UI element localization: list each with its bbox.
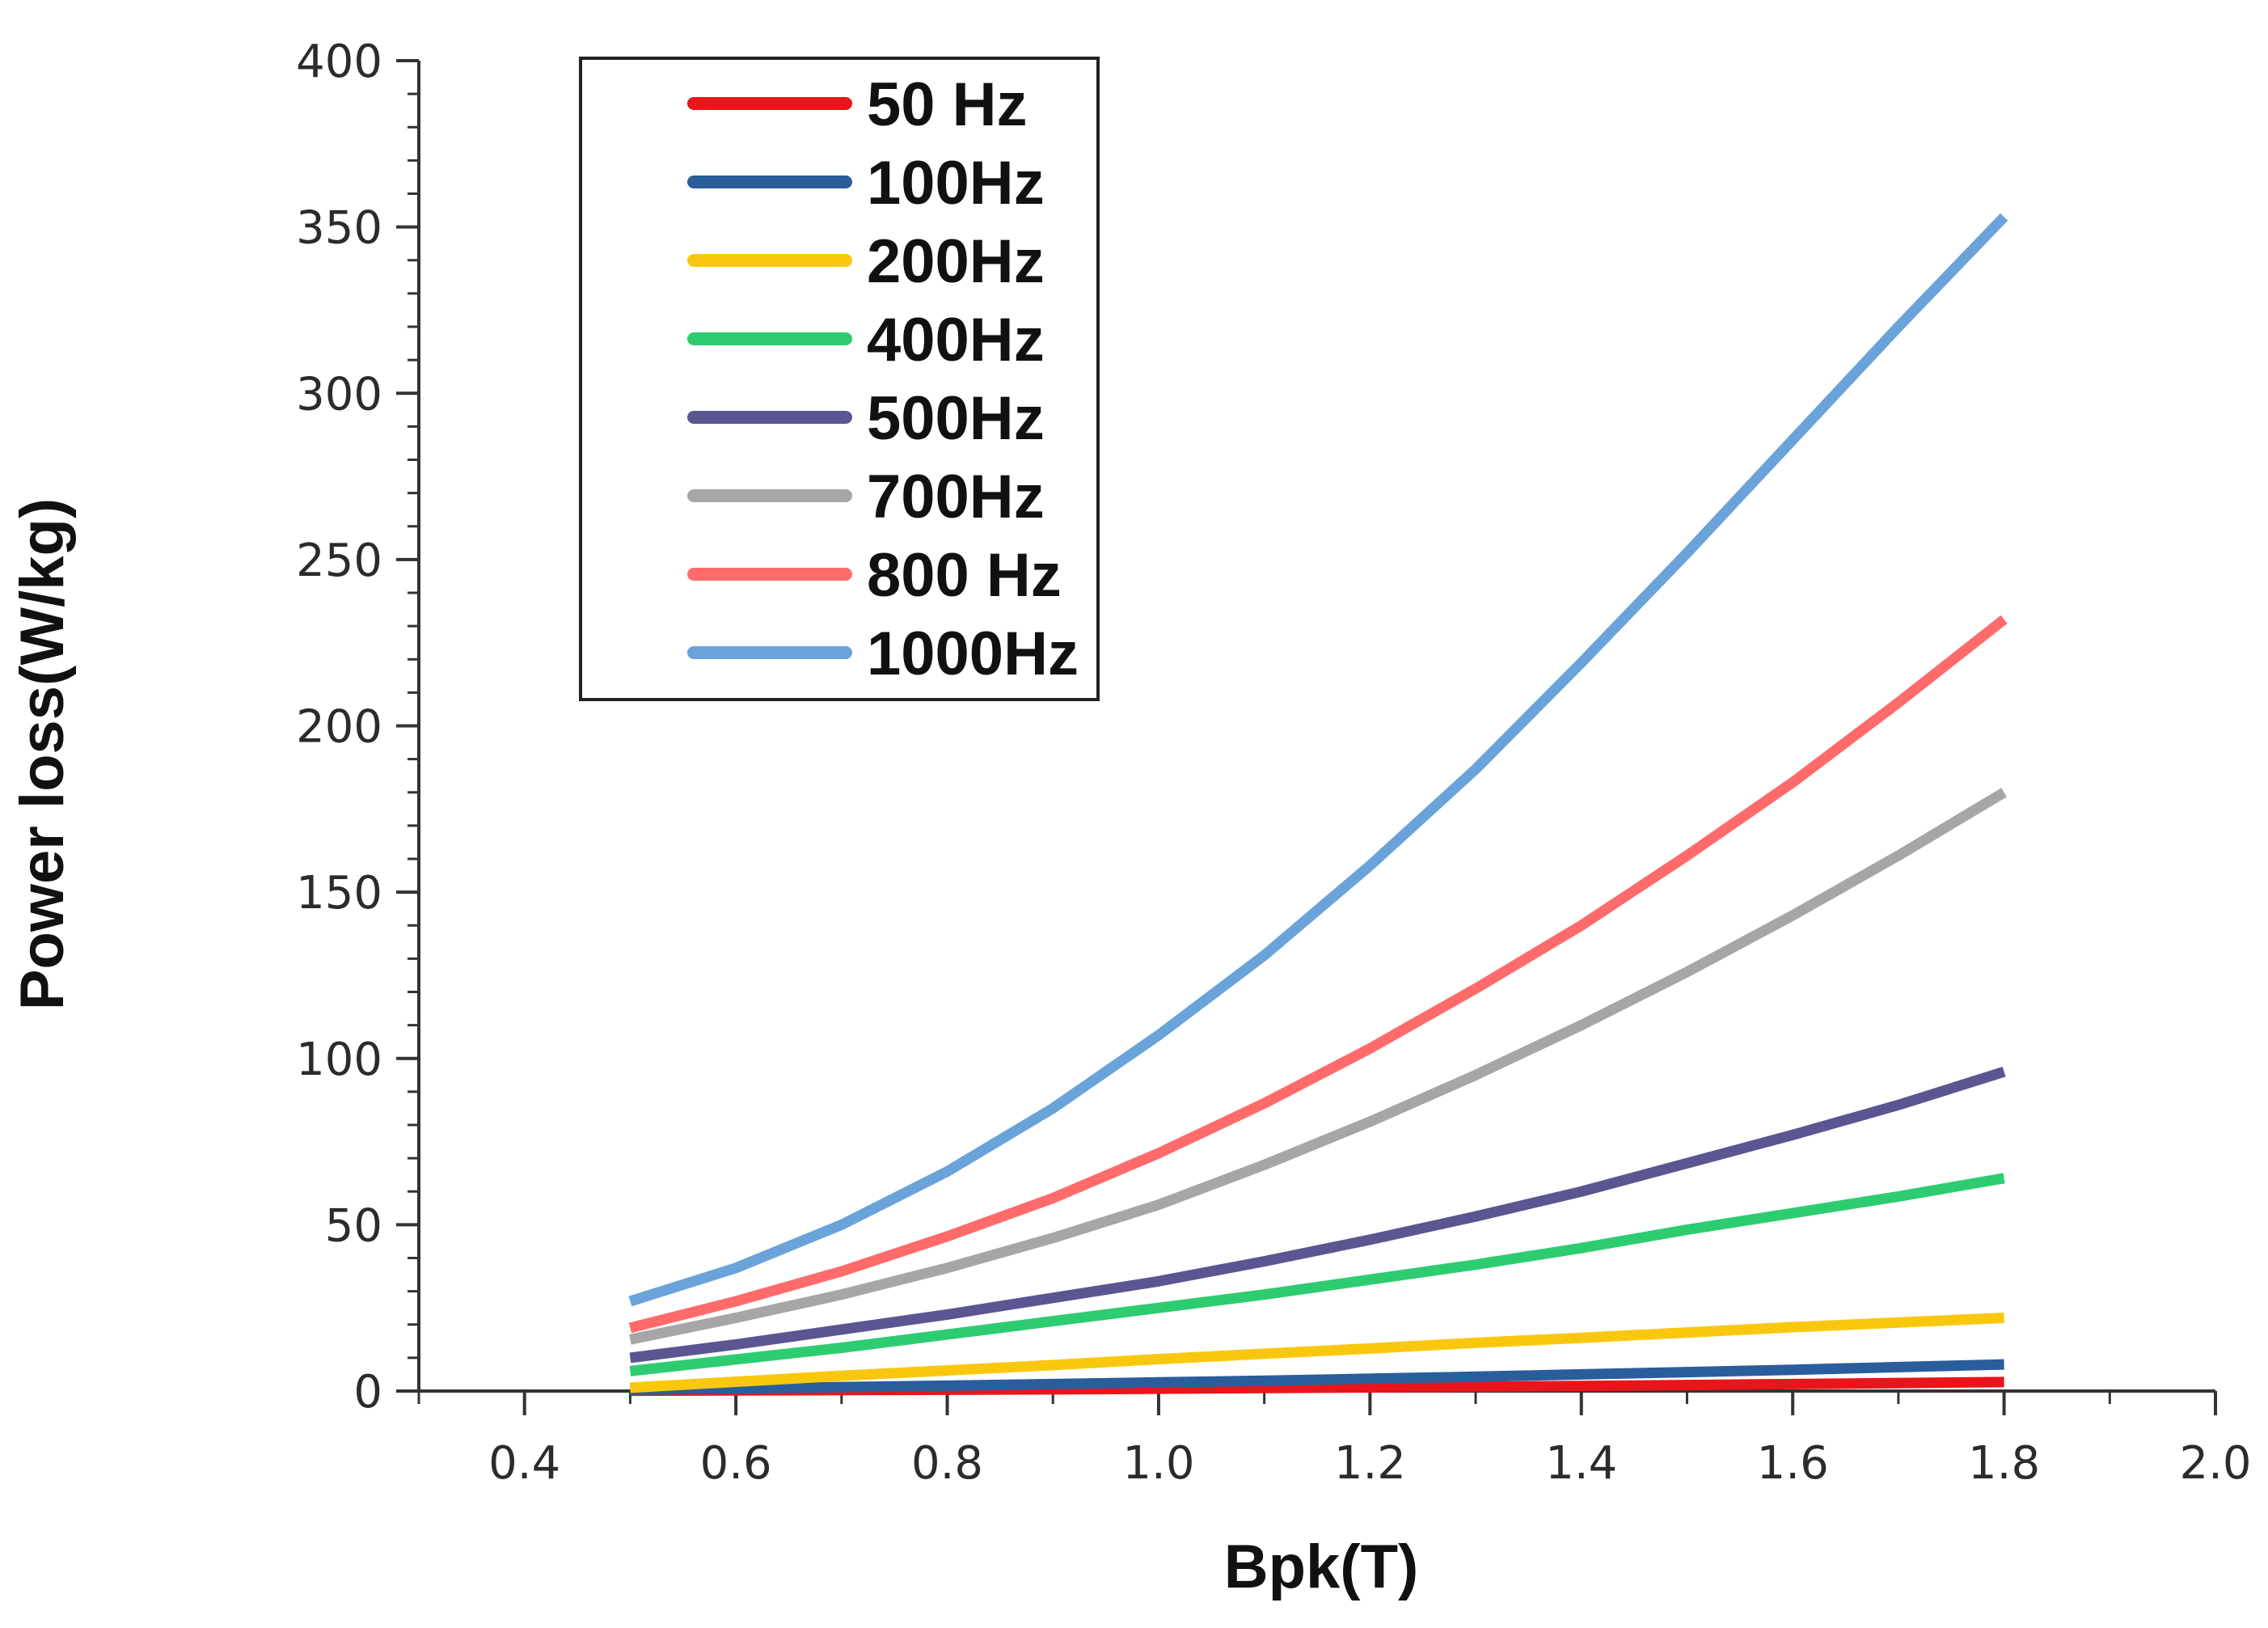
y-tick-label: 100 [296, 1034, 382, 1086]
y-tick-label: 300 [296, 368, 382, 421]
y-tick-label: 250 [296, 535, 382, 587]
x-tick-label: 1.6 [1757, 1437, 1829, 1490]
series-line-500hz [629, 1066, 2006, 1364]
y-tick-label: 350 [296, 202, 382, 255]
y-tick-label: 150 [296, 867, 382, 920]
x-axis-ticks: 0.4 0.6 0.8 1.0 1.2 1.4 1.6 1.8 2.0 [417, 1391, 2252, 1490]
y-axis-ticks: 0 50 100 150 200 250 300 350 400 [296, 36, 419, 1419]
y-tick-label: 200 [296, 701, 382, 754]
x-tick-label: 0.6 [700, 1437, 772, 1490]
series-line-400hz [629, 1173, 2005, 1376]
x-tick-label: 1.2 [1334, 1437, 1406, 1490]
y-tick-label: 50 [325, 1199, 382, 1252]
y-tick-label: 400 [296, 36, 382, 88]
x-tick-label: 0.8 [911, 1437, 983, 1490]
legend-label: 100Hz [867, 149, 1045, 218]
series-line-700hz [629, 788, 2007, 1345]
series-line-200hz [630, 1313, 2004, 1393]
legend-label: 50 Hz [867, 70, 1028, 139]
x-tick-label: 0.4 [488, 1437, 560, 1490]
legend-label: 400Hz [867, 306, 1045, 374]
x-tick-label: 2.0 [2179, 1437, 2251, 1490]
series-line-1000hz [628, 213, 2008, 1307]
x-axis-title: Bpk(T) [1224, 1533, 1419, 1601]
legend-items: 50 Hz 100Hz 200Hz 400Hz 500Hz 700Hz 800 Hz 1000… [687, 70, 1079, 688]
x-tick-label: 1.0 [1122, 1437, 1194, 1490]
legend-box [579, 57, 1100, 701]
y-tick-label: 0 [353, 1366, 382, 1419]
legend-label: 1000Hz [867, 619, 1079, 688]
legend-label: 200Hz [867, 227, 1045, 296]
legend: 50 Hz 100Hz 200Hz 400Hz 500Hz 700Hz 800 Hz 1000… [579, 57, 1100, 701]
legend-label: 700Hz [867, 463, 1045, 531]
y-axis-title: Power loss(W/kg) [8, 498, 77, 1010]
series-line-800hz [628, 615, 2008, 1334]
series-line-100hz [630, 1359, 2004, 1395]
x-tick-label: 1.4 [1545, 1437, 1617, 1490]
legend-label: 800 Hz [867, 541, 1062, 610]
legend-label: 500Hz [867, 384, 1045, 453]
series-lines [628, 213, 2008, 1397]
x-tick-label: 1.8 [1968, 1437, 2040, 1490]
